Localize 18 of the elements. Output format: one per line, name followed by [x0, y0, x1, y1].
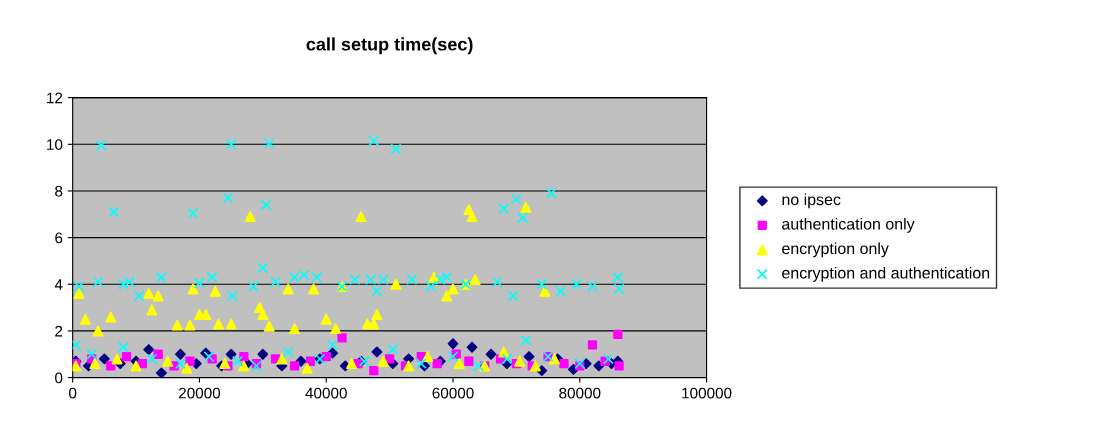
chart-title: call setup time(sec) [306, 37, 473, 55]
x-tick-label: 0 [69, 387, 77, 399]
legend-label: authentication only [782, 217, 915, 233]
y-tick-label: 8 [55, 185, 63, 197]
y-tick-label: 4 [54, 279, 63, 290]
x-tick-label: 20000 [178, 387, 221, 399]
y-tick-label: 12 [47, 92, 63, 104]
legend-label: encryption and authentication [782, 266, 990, 282]
x-tick-label: 100000 [682, 387, 732, 399]
x-tick-label: 80000 [559, 387, 601, 399]
legend-label: encryption only [782, 242, 889, 258]
y-tick-label: 10 [47, 139, 63, 150]
y-tick-label: 2 [55, 325, 63, 337]
x-tick-label: 40000 [305, 387, 347, 399]
y-tick-label: 6 [55, 232, 63, 244]
x-tick-label: 60000 [432, 387, 474, 399]
legend-label: no ipsec [782, 193, 841, 209]
y-tick-label: 0 [55, 372, 63, 384]
